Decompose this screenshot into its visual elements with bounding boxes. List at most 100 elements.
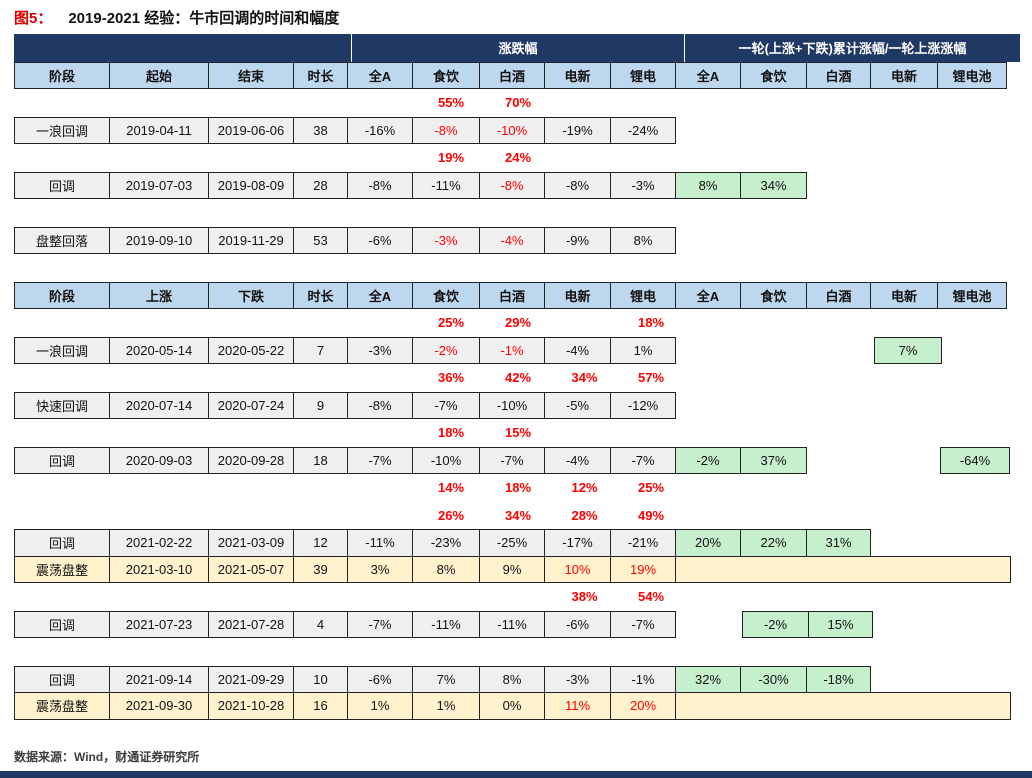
cum-food-bev-cell [750, 502, 817, 530]
cum-baijiu-cell: -18% [806, 665, 871, 693]
start-date-cell: 2020-05-14 [109, 336, 209, 364]
chg-new-energy-cell: 10% [544, 555, 611, 583]
chg-lithium-cell: -12% [610, 391, 676, 419]
cum-lithium-battery-cell [950, 502, 1020, 530]
cum-new-energy-cell [882, 419, 950, 447]
chg-food-bev-cell: -11% [412, 610, 480, 638]
cum-new-energy-cell [882, 89, 950, 117]
duration-cell: 4 [293, 610, 348, 638]
duration-cell [296, 474, 351, 502]
cum-baijiu-cell [817, 419, 882, 447]
table-body: 阶段 起始 结束 时长 全A 食饮 白酒 电新 锂电 全A 食饮 白酒 电新 锂电池 55% 70% 一浪回调 2… [14, 61, 1020, 720]
start-date-cell: 2021-02-22 [109, 529, 209, 557]
column-header-chg-lithium-cell: 锂电 [610, 61, 676, 89]
cum-all-a-cell [676, 227, 742, 255]
end-date-cell: 2021-07-28 [208, 610, 294, 638]
cum-new-energy-cell [882, 502, 950, 530]
column-header-cum-baijiu-cell: 白酒 [806, 281, 871, 309]
end-date-cell: 2020-07-24 [208, 391, 294, 419]
table-row: 回调 2020-09-03 2020-09-28 18 -7% -10% -7% -4% -7%… [14, 446, 1020, 474]
chg-all-a-cell [351, 364, 417, 392]
start-date-cell: 2020-07-14 [109, 391, 209, 419]
chg-food-bev-cell: -8% [412, 116, 480, 144]
cum-food-bev-cell: -2% [742, 610, 809, 638]
duration-cell: 16 [293, 692, 348, 720]
bottom-divider-bar [0, 771, 1032, 778]
column-header-end-date-cell: 下跌 [208, 281, 294, 309]
chg-all-a-cell: -16% [347, 116, 413, 144]
cum-all-a-cell: 20% [675, 529, 741, 557]
cum-new-energy-cell [882, 309, 950, 337]
cum-food-bev-cell [742, 227, 809, 255]
cum-all-a-cell [676, 611, 742, 639]
chg-food-bev-cell: 18% [437, 425, 465, 441]
chg-food-bev-cell: -10% [412, 446, 480, 474]
chg-baijiu-cell: 0% [479, 692, 545, 720]
duration-cell: 7 [293, 336, 348, 364]
chg-new-energy-cell: -3% [544, 665, 611, 693]
chg-lithium-cell: -24% [610, 116, 676, 144]
cum-food-bev-cell [750, 419, 817, 447]
cum-lithium-battery-cell [950, 474, 1020, 502]
column-header-cum-all-a-cell: 全A [675, 281, 741, 309]
chg-new-energy-cell: 11% [544, 692, 611, 720]
chg-new-energy-cell: -4% [544, 336, 611, 364]
chg-baijiu-cell: -7% [479, 446, 545, 474]
cum-baijiu-cell [809, 117, 874, 145]
column-header-stage-cell: 阶段 [14, 281, 110, 309]
cum-lithium-battery-cell [950, 364, 1020, 392]
figure-title: 图5： 2019-2021 经验：牛市回调的时间和幅度 [14, 7, 339, 28]
column-header-row: 阶段 上涨 下跌 时长 全A 食饮 白酒 电新 锂电 全A 食饮 白酒 电新 锂电池 [14, 281, 1020, 309]
rebound-annotation-row: 36% 42% 34% 57% [14, 364, 1020, 392]
column-header-cum-all-a-cell: 全A [675, 61, 741, 89]
column-header-cum-food-bev-cell: 食饮 [740, 61, 807, 89]
cum-lithium-battery-cell [950, 89, 1020, 117]
chg-baijiu-cell: -8% [479, 171, 545, 199]
cum-all-a-cell [684, 419, 750, 447]
chg-baijiu-cell: -10% [479, 391, 545, 419]
stage-cell: 回调 [14, 610, 110, 638]
group-header-cumulative: 一轮(上涨+下跌)累计涨幅/一轮上涨涨幅 [684, 34, 1020, 62]
chg-food-bev-cell: 36% [437, 370, 465, 386]
spacer-row [14, 254, 1020, 282]
chg-food-bev-cell: -3% [412, 226, 480, 254]
chg-all-a-cell: -8% [347, 391, 413, 419]
duration-cell [296, 419, 351, 447]
cum-all-a-cell [676, 117, 742, 145]
table-row: 回调 2019-07-03 2019-08-09 28 -8% -11% -8% -8% -3%… [14, 171, 1020, 199]
cum-all-a-cell [676, 337, 742, 365]
cum-new-energy-cell [882, 583, 950, 611]
start-date-cell [110, 502, 210, 530]
chg-lithium-cell: 8% [610, 226, 676, 254]
cum-lithium-battery-cell [942, 227, 1012, 255]
start-date-cell [110, 583, 210, 611]
chg-new-energy-cell [551, 309, 618, 337]
start-date-cell: 2021-03-10 [109, 555, 209, 583]
rebound-annotation-row: 26% 34% 28% 49% [14, 502, 1020, 530]
column-header-cum-new-energy-cell: 电新 [870, 281, 938, 309]
column-header-chg-new-energy-cell: 电新 [544, 281, 611, 309]
column-header-duration-cell: 时长 [293, 61, 348, 89]
table-row: 回调 2021-09-14 2021-09-29 10 -6% 7% 8% -3% -1% 32%… [14, 665, 1020, 693]
chg-lithium-cell: -7% [610, 446, 676, 474]
chg-new-energy-cell [551, 144, 618, 172]
cum-baijiu-cell [817, 583, 882, 611]
column-header-chg-new-energy-cell: 电新 [544, 61, 611, 89]
chg-new-energy-cell: -17% [544, 529, 611, 557]
chg-lithium-cell: 49% [637, 507, 665, 523]
cum-all-a-cell [676, 392, 742, 420]
rebound-annotation-row: 55% 70% [14, 89, 1020, 117]
chg-food-bev-cell: 19% [437, 150, 465, 166]
stage-cell [14, 309, 110, 337]
cum-food-bev-cell [750, 309, 817, 337]
chg-new-energy-cell: 38% [571, 589, 598, 605]
cum-new-energy-cell [874, 227, 942, 255]
table-row: 快速回调 2020-07-14 2020-07-24 9 -8% -7% -10% -5% -1… [14, 391, 1020, 420]
rebound-annotation-row: 25% 29% 18% [14, 309, 1020, 337]
chg-food-bev-cell: -11% [412, 171, 480, 199]
chg-lithium-cell [618, 89, 684, 117]
cum-lithium-battery-cell [942, 392, 1012, 420]
end-date-cell [210, 89, 296, 117]
start-date-cell [110, 364, 210, 392]
table-row: 回调 2021-02-22 2021-03-09 12 -11% -23% -25% -17%… [14, 529, 1020, 557]
